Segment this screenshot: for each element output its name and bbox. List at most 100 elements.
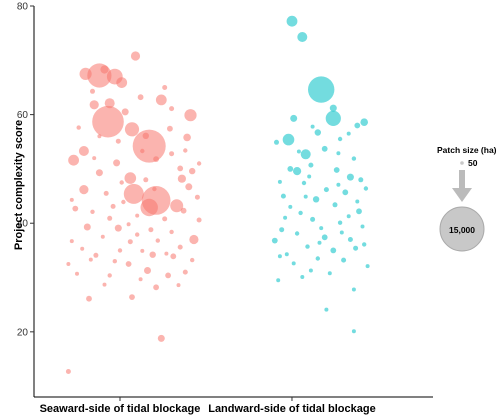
data-point bbox=[167, 125, 173, 132]
data-point bbox=[153, 284, 160, 291]
data-point bbox=[342, 189, 349, 196]
data-point bbox=[317, 240, 322, 245]
data-point bbox=[180, 207, 187, 214]
data-point bbox=[89, 100, 99, 110]
data-point bbox=[97, 134, 102, 139]
data-point bbox=[288, 204, 293, 209]
data-point bbox=[79, 185, 89, 195]
data-point bbox=[189, 167, 196, 175]
data-point bbox=[196, 217, 202, 223]
data-point bbox=[291, 261, 296, 266]
data-point bbox=[72, 205, 79, 212]
data-point bbox=[140, 198, 158, 217]
legend-bubble-large bbox=[439, 206, 485, 252]
data-point bbox=[346, 131, 351, 136]
data-point bbox=[294, 231, 300, 236]
data-point bbox=[189, 234, 199, 245]
data-point bbox=[286, 15, 298, 27]
x-tick-label: Landward-side of tidal blockage bbox=[208, 403, 375, 415]
data-point bbox=[354, 122, 361, 129]
y-tick-label: 60 bbox=[17, 110, 29, 121]
data-point bbox=[287, 166, 294, 172]
data-point bbox=[124, 172, 137, 184]
data-point bbox=[183, 148, 188, 153]
data-point bbox=[282, 133, 295, 146]
data-point bbox=[297, 32, 308, 42]
x-tick-label: Seaward-side of tidal blockage bbox=[40, 403, 201, 415]
data-point bbox=[190, 257, 195, 263]
y-tick-label: 80 bbox=[17, 2, 29, 13]
data-point bbox=[79, 67, 92, 80]
data-point bbox=[321, 145, 328, 152]
data-point bbox=[86, 295, 92, 302]
data-point bbox=[102, 282, 107, 287]
y-tick-label: 40 bbox=[17, 219, 29, 230]
data-point bbox=[277, 254, 282, 259]
data-point bbox=[68, 154, 79, 166]
data-point bbox=[92, 156, 97, 161]
data-point bbox=[337, 136, 343, 142]
data-point bbox=[323, 187, 329, 193]
data-point bbox=[351, 287, 356, 292]
data-point bbox=[305, 244, 310, 249]
data-point bbox=[92, 105, 124, 138]
data-point bbox=[329, 104, 337, 112]
data-point bbox=[90, 88, 95, 94]
data-point bbox=[121, 108, 129, 116]
data-point bbox=[170, 253, 177, 260]
data-point bbox=[142, 132, 149, 139]
data-point bbox=[365, 264, 370, 269]
data-point bbox=[75, 271, 79, 276]
data-point bbox=[177, 174, 186, 183]
data-point bbox=[66, 262, 71, 266]
data-point bbox=[129, 294, 135, 300]
data-point bbox=[177, 244, 183, 250]
data-point bbox=[194, 194, 200, 200]
data-point bbox=[152, 186, 157, 192]
y-tick-label: 20 bbox=[17, 327, 29, 338]
data-point bbox=[110, 203, 116, 209]
data-point bbox=[315, 256, 320, 261]
data-point bbox=[308, 162, 314, 168]
axes: 20 40 60 80 Seaward-side of tidal blockage La… bbox=[17, 2, 433, 415]
data-point bbox=[355, 199, 360, 204]
data-point bbox=[138, 277, 143, 282]
data-point bbox=[69, 239, 74, 244]
data-point bbox=[339, 230, 344, 235]
data-point bbox=[185, 183, 193, 191]
data-point bbox=[137, 94, 144, 101]
data-point bbox=[135, 232, 140, 237]
legend-title: Patch size (ha) bbox=[437, 145, 497, 155]
data-point bbox=[165, 272, 172, 279]
series-landward bbox=[271, 15, 370, 334]
legend-arrow-shaft bbox=[459, 170, 465, 188]
data-point bbox=[296, 149, 301, 154]
data-point bbox=[176, 283, 181, 288]
data-point bbox=[90, 209, 95, 214]
data-point bbox=[308, 76, 335, 103]
data-point bbox=[310, 124, 315, 129]
data-point bbox=[303, 194, 308, 199]
data-point bbox=[116, 77, 128, 88]
data-point bbox=[143, 177, 149, 183]
data-point bbox=[69, 197, 74, 202]
data-point bbox=[274, 139, 279, 145]
data-point bbox=[324, 307, 329, 312]
data-point bbox=[170, 199, 184, 213]
legend: Patch size (ha) 50 15,000 bbox=[437, 145, 497, 252]
data-point bbox=[182, 269, 188, 275]
data-point bbox=[113, 159, 121, 167]
data-point bbox=[276, 278, 281, 283]
data-point bbox=[144, 267, 151, 274]
y-axis-title: Project complexity score bbox=[13, 120, 25, 250]
data-point bbox=[153, 156, 160, 163]
data-point bbox=[356, 208, 362, 215]
data-point bbox=[126, 222, 131, 227]
data-point bbox=[148, 227, 154, 233]
data-point bbox=[333, 167, 340, 173]
data-point bbox=[353, 245, 359, 251]
data-point bbox=[360, 118, 369, 126]
data-point bbox=[149, 251, 156, 258]
data-point bbox=[114, 224, 122, 232]
data-point bbox=[308, 268, 313, 273]
